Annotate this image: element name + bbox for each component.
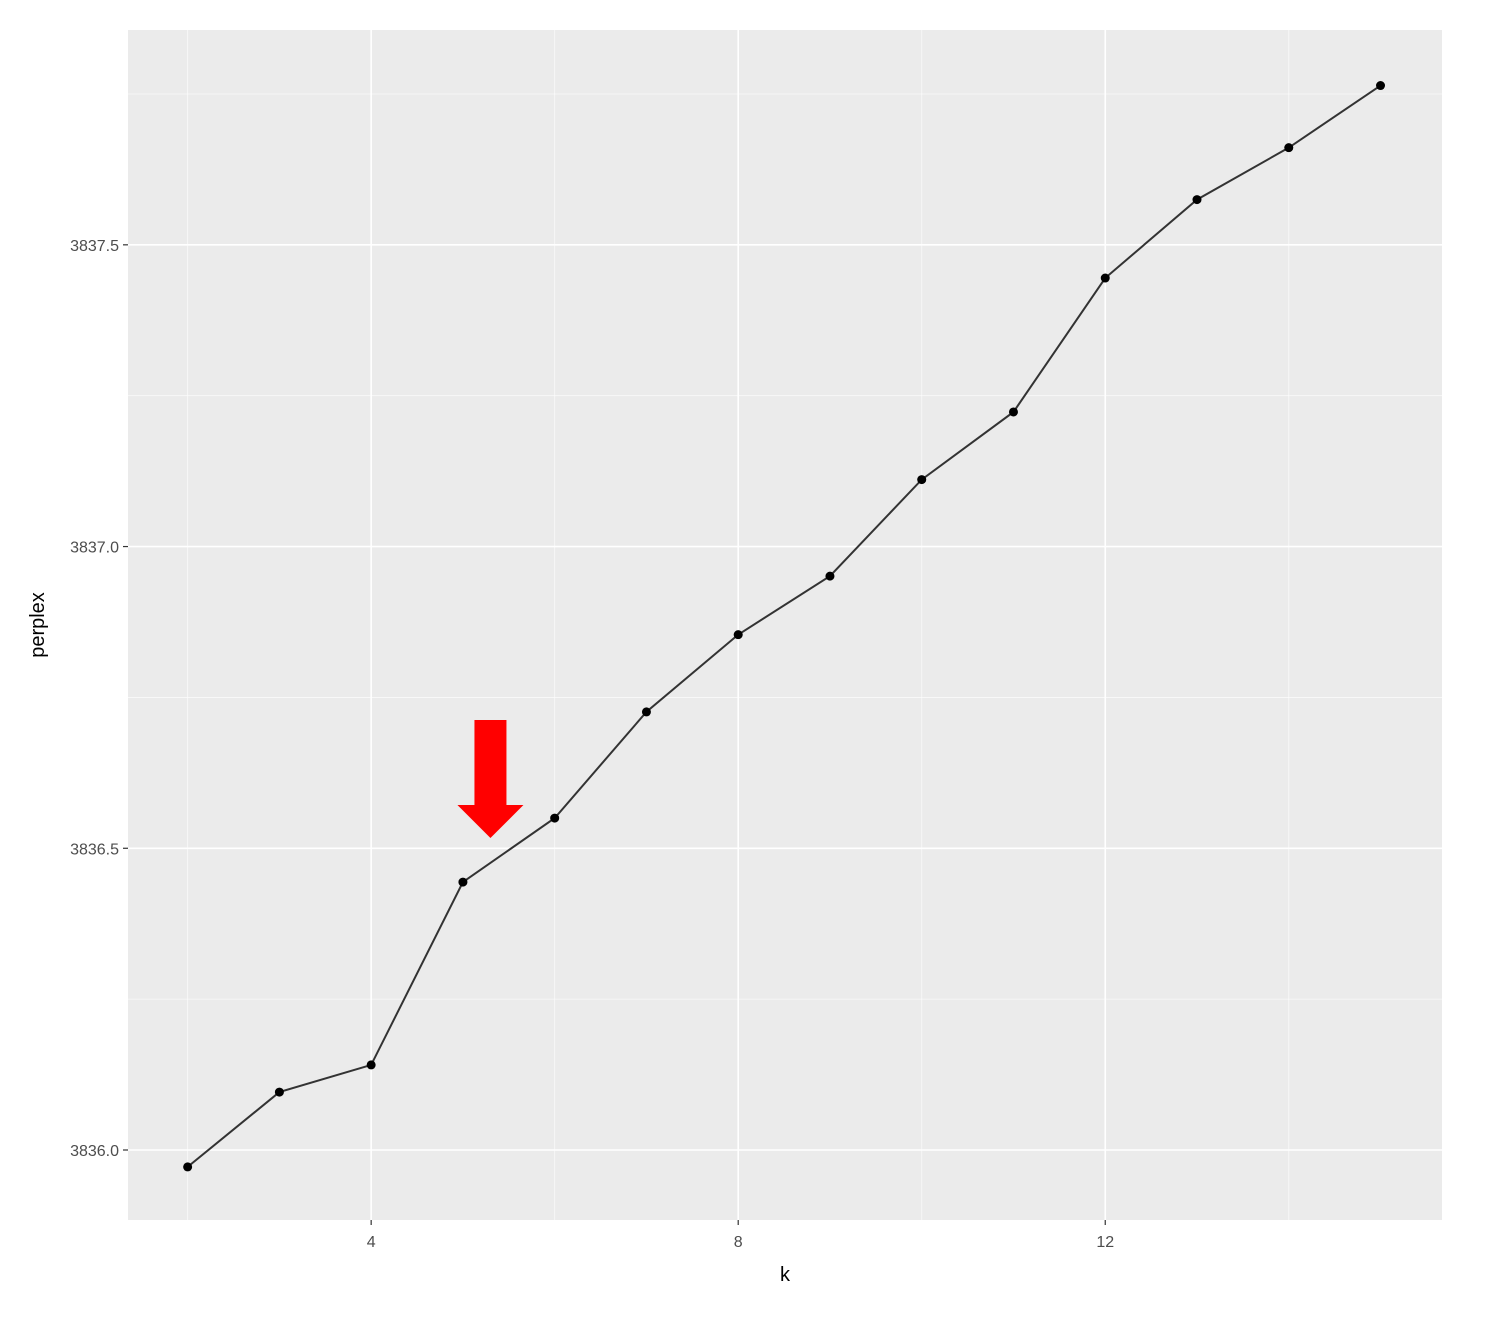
y-tick-label: 3836.5 [70, 841, 119, 858]
y-tick-label: 3837.5 [70, 238, 119, 255]
data-point [825, 571, 835, 581]
series [183, 81, 1386, 1172]
data-point [183, 1162, 193, 1172]
data-point [1008, 407, 1018, 417]
x-axis-label: k [780, 1264, 791, 1286]
data-point [550, 813, 560, 823]
series-line [187, 84, 1382, 1168]
x-tick-label: 8 [734, 1234, 743, 1251]
y-tick-label: 3836.0 [70, 1143, 119, 1160]
plot-panel [128, 30, 1442, 1220]
data-point [1376, 81, 1386, 91]
y-tick-label: 3837.0 [70, 540, 119, 557]
data-point [641, 707, 651, 717]
data-point [274, 1087, 284, 1097]
data-point [917, 475, 927, 485]
data-point [458, 877, 468, 887]
data-point [1192, 195, 1202, 205]
annotations [457, 720, 524, 838]
x-tick-label: 12 [1096, 1234, 1114, 1251]
x-tick-label: 4 [367, 1234, 376, 1251]
grid [128, 30, 1442, 1220]
axis-ticks: 4 8 12 3836.0 3836.5 3837.0 3837.5 [70, 238, 1114, 1251]
data-point [733, 630, 743, 640]
data-point [1284, 143, 1294, 153]
data-point [1100, 273, 1110, 283]
y-axis-label: perplex [27, 592, 49, 658]
red-arrow-icon [457, 720, 524, 838]
data-point [366, 1060, 376, 1070]
